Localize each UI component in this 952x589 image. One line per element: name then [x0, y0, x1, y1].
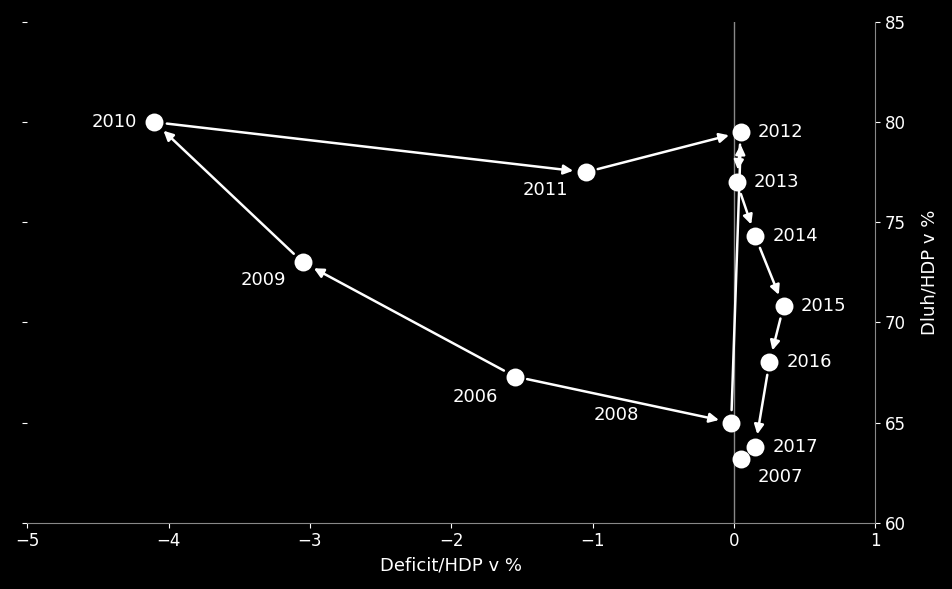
Point [761, 358, 776, 367]
Text: 2014: 2014 [771, 227, 817, 245]
Point [723, 418, 738, 427]
Point [728, 177, 744, 187]
Point [775, 302, 790, 311]
Point [147, 117, 162, 127]
Text: 2017: 2017 [771, 438, 817, 456]
Text: 2009: 2009 [240, 272, 286, 289]
Point [577, 167, 592, 177]
Text: 2008: 2008 [593, 406, 639, 423]
Text: 2007: 2007 [757, 468, 803, 486]
Point [746, 231, 762, 241]
Text: 2006: 2006 [452, 388, 497, 406]
Point [506, 372, 522, 381]
Text: 2013: 2013 [753, 173, 799, 191]
Point [733, 454, 748, 464]
Text: 2016: 2016 [785, 353, 831, 372]
Point [746, 442, 762, 451]
Text: 2012: 2012 [757, 123, 803, 141]
Y-axis label: Dluh/HDP v %: Dluh/HDP v % [919, 210, 937, 335]
Text: 2010: 2010 [92, 113, 137, 131]
Point [733, 127, 748, 137]
Text: 2015: 2015 [800, 297, 845, 316]
Point [295, 257, 310, 267]
Text: 2011: 2011 [523, 181, 568, 199]
X-axis label: Deficit/HDP v %: Deficit/HDP v % [380, 556, 522, 574]
